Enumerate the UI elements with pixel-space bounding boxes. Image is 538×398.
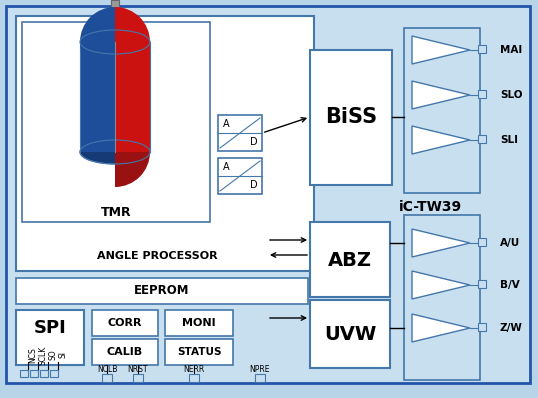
Text: ABZ: ABZ xyxy=(328,250,372,269)
Bar xyxy=(20,370,28,377)
Text: A/U: A/U xyxy=(500,238,520,248)
Bar xyxy=(404,28,480,193)
Text: EEPROM: EEPROM xyxy=(134,285,190,297)
Bar xyxy=(16,278,308,304)
Wedge shape xyxy=(115,117,150,187)
Bar xyxy=(404,215,480,380)
Text: SO: SO xyxy=(48,350,57,360)
Text: SLI: SLI xyxy=(500,135,518,145)
Bar xyxy=(133,374,143,382)
Polygon shape xyxy=(412,229,470,257)
Bar xyxy=(16,310,84,365)
Text: MAI: MAI xyxy=(500,45,522,55)
Text: SPI: SPI xyxy=(33,319,66,337)
Bar xyxy=(50,370,58,377)
Bar xyxy=(189,374,199,382)
Bar xyxy=(40,370,48,377)
Bar xyxy=(111,0,119,42)
Text: SLO: SLO xyxy=(500,90,522,100)
Bar xyxy=(478,238,486,246)
Text: A: A xyxy=(223,119,229,129)
Text: NERR: NERR xyxy=(183,365,204,375)
Bar xyxy=(310,300,390,368)
Text: SCLK: SCLK xyxy=(38,345,47,365)
Polygon shape xyxy=(412,36,470,64)
Text: NCLB: NCLB xyxy=(97,365,117,375)
Text: SI: SI xyxy=(58,351,67,359)
Text: NCS: NCS xyxy=(28,347,37,363)
Bar xyxy=(310,222,390,297)
Text: D: D xyxy=(250,180,258,190)
Text: Z/W: Z/W xyxy=(500,323,523,333)
Text: CORR: CORR xyxy=(108,318,142,328)
Text: MONI: MONI xyxy=(182,318,216,328)
Bar xyxy=(478,323,486,331)
Wedge shape xyxy=(80,7,115,77)
Bar xyxy=(218,158,262,194)
Bar xyxy=(22,22,210,222)
Bar xyxy=(92,310,158,336)
Bar xyxy=(165,310,233,336)
Text: TMR: TMR xyxy=(101,205,131,219)
Bar xyxy=(478,90,486,98)
Ellipse shape xyxy=(80,140,150,164)
Bar xyxy=(218,115,262,151)
Bar xyxy=(16,16,314,271)
Text: iC-TW39: iC-TW39 xyxy=(399,200,462,214)
Text: UVW: UVW xyxy=(324,324,376,343)
Wedge shape xyxy=(115,7,150,77)
Bar xyxy=(30,370,38,377)
Bar xyxy=(310,50,392,185)
Text: BiSS: BiSS xyxy=(325,107,377,127)
Bar xyxy=(478,45,486,53)
Bar xyxy=(478,135,486,143)
Bar xyxy=(255,374,265,382)
Text: A: A xyxy=(223,162,229,172)
Bar xyxy=(165,339,233,365)
Text: NRST: NRST xyxy=(128,365,148,375)
Text: STATUS: STATUS xyxy=(177,347,221,357)
Polygon shape xyxy=(412,126,470,154)
Bar xyxy=(80,42,115,152)
Text: NPRE: NPRE xyxy=(250,365,270,375)
Text: ANGLE PROCESSOR: ANGLE PROCESSOR xyxy=(97,251,217,261)
Bar xyxy=(102,374,112,382)
Polygon shape xyxy=(412,271,470,299)
Bar xyxy=(92,339,158,365)
Text: CALIB: CALIB xyxy=(107,347,143,357)
Bar xyxy=(115,42,150,152)
Bar xyxy=(478,280,486,288)
Polygon shape xyxy=(412,81,470,109)
Text: D: D xyxy=(250,137,258,147)
Polygon shape xyxy=(412,314,470,342)
Text: B/V: B/V xyxy=(500,280,520,290)
